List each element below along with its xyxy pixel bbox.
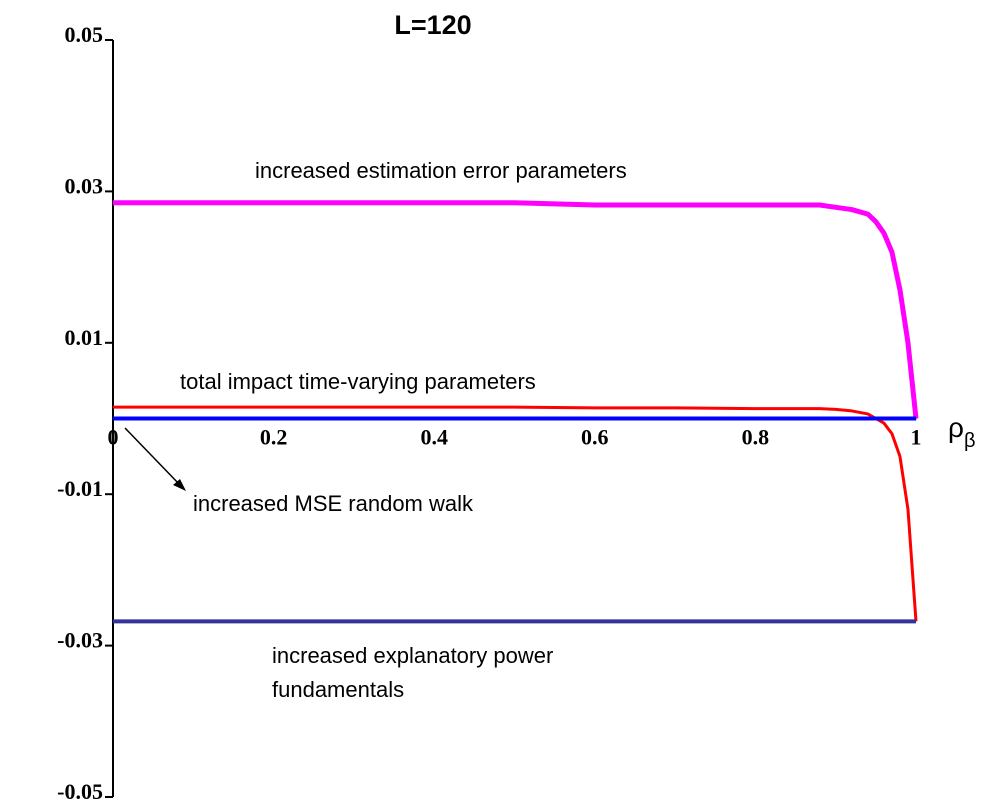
y-tick-label: -0.01 <box>57 476 103 501</box>
x-tick-label: 0.8 <box>742 425 770 450</box>
y-tick-label: 0.01 <box>65 325 104 350</box>
x-axis-label: ρβ <box>948 412 975 452</box>
annotation: increased MSE random walk <box>193 491 474 516</box>
x-label-base: ρ <box>948 412 964 443</box>
annotation: fundamentals <box>272 677 404 702</box>
y-tick-label: 0.03 <box>65 173 104 198</box>
annotation: total impact time-varying parameters <box>180 369 536 394</box>
x-tick-label: 0.6 <box>581 425 609 450</box>
chart-title: L=120 <box>394 10 471 40</box>
x-tick-label: 0.4 <box>420 425 448 450</box>
annotation: increased explanatory power <box>272 643 553 668</box>
y-tick-label: -0.05 <box>57 779 103 804</box>
x-tick-label: 0.2 <box>260 425 288 450</box>
y-tick-label: 0.05 <box>65 22 104 47</box>
y-tick-label: -0.03 <box>57 628 103 653</box>
annotation: increased estimation error parameters <box>255 158 627 183</box>
arrow-head <box>173 479 186 491</box>
x-tick-label: 0 <box>108 425 119 450</box>
series-line <box>113 405 918 622</box>
x-tick-label: 1 <box>911 425 922 450</box>
x-label-sub: β <box>964 430 976 452</box>
series-line <box>113 200 919 419</box>
arrow <box>124 427 181 486</box>
